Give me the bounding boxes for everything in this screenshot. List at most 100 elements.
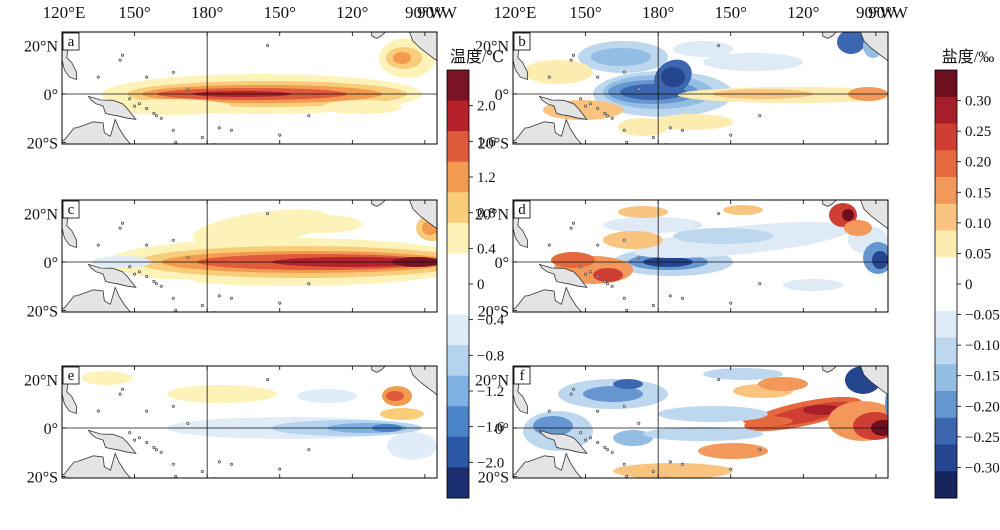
panel-frame <box>512 31 889 145</box>
island <box>547 409 551 413</box>
island <box>171 238 175 242</box>
island <box>622 128 626 132</box>
philippines-landmass <box>513 216 528 249</box>
colorbar-tick-label: −0.30 <box>965 460 1000 476</box>
island <box>174 140 178 144</box>
map-panel-e: e <box>61 365 438 479</box>
island <box>128 431 132 435</box>
colorbar-swatch <box>935 70 957 98</box>
colorbar-swatch <box>935 391 957 419</box>
new-guinea-landmass <box>538 429 588 454</box>
island <box>668 294 672 298</box>
anomaly-contour <box>603 217 703 233</box>
colorbar-tick-label: −0.15 <box>965 369 1000 385</box>
island <box>159 116 163 120</box>
colorbar-swatch <box>935 203 957 231</box>
panel-frame <box>512 365 889 479</box>
island <box>171 70 175 74</box>
island <box>651 136 655 140</box>
colorbar-tick-label: 0.15 <box>965 185 991 201</box>
lat-label: 20°N <box>475 39 509 56</box>
colorbar-tick-label: −1.6 <box>477 420 505 436</box>
colorbar-tick-label: 0.05 <box>965 246 991 262</box>
anomaly-contour <box>658 406 768 422</box>
island <box>680 128 684 132</box>
island <box>229 128 233 132</box>
island <box>120 387 124 391</box>
colorbar-swatch <box>935 96 957 124</box>
island <box>154 282 158 286</box>
island <box>266 378 270 382</box>
island <box>186 421 190 425</box>
anomaly-field <box>513 32 888 144</box>
lat-label: 20°S <box>27 303 58 320</box>
lat-label: 0° <box>495 255 509 272</box>
island <box>717 378 721 382</box>
anomaly-contour <box>603 231 663 249</box>
colorbar-tick-label: 1.2 <box>477 170 496 186</box>
anomaly-contour <box>673 228 773 244</box>
island <box>680 296 684 300</box>
colorbar-tick-label: −0.05 <box>965 308 1000 324</box>
colorbar-swatch <box>935 364 957 392</box>
lat-label: 0° <box>44 421 58 438</box>
island <box>588 436 592 440</box>
australia-landmass <box>62 452 132 478</box>
new-guinea-landmass <box>538 263 588 288</box>
north-america-landmass <box>371 366 437 396</box>
island <box>120 221 124 225</box>
new-guinea-landmass <box>87 429 137 454</box>
island <box>596 275 600 279</box>
panel-label-box <box>513 32 531 51</box>
island <box>96 409 100 413</box>
colorbar-tick-label: −0.10 <box>965 338 1000 354</box>
lat-label: 20°S <box>478 135 509 152</box>
colorbar-swatch <box>447 100 469 132</box>
island <box>145 441 149 445</box>
colorbar-tick-label: 0.8 <box>477 206 496 222</box>
island <box>584 438 588 442</box>
colorbar-swatch <box>447 467 469 499</box>
island <box>610 450 614 454</box>
island <box>152 279 156 283</box>
lon-label: 150° <box>715 3 747 22</box>
anomaly-contour <box>142 279 202 291</box>
map-panel-c: c <box>61 199 438 313</box>
colorbar-tick-label: −0.20 <box>965 399 1000 415</box>
lat-label: 0° <box>495 87 509 104</box>
island <box>680 462 684 466</box>
lat-label: 0° <box>495 421 509 438</box>
island <box>145 243 149 247</box>
island <box>118 392 122 396</box>
australia-landmass <box>513 452 583 478</box>
australia-landmass <box>513 286 583 312</box>
panel-label: f <box>520 368 525 384</box>
island <box>137 270 141 274</box>
lat-label: 20°S <box>27 469 58 486</box>
island <box>569 392 573 396</box>
island <box>603 445 607 449</box>
colorbar-swatch <box>447 406 469 438</box>
island <box>622 404 626 408</box>
philippines-landmass <box>513 382 528 415</box>
anomaly-contour <box>282 215 362 233</box>
panel-frame <box>61 199 438 313</box>
island <box>200 470 204 474</box>
island <box>584 272 588 276</box>
island <box>159 284 163 288</box>
island <box>133 438 137 442</box>
island <box>145 75 149 79</box>
philippines-landmass <box>62 382 77 415</box>
island <box>596 107 600 111</box>
anomaly-contour <box>551 252 595 268</box>
anomaly-contour <box>167 385 277 403</box>
colorbar-swatch <box>935 471 957 499</box>
island <box>596 75 600 79</box>
panel-frame <box>61 31 438 145</box>
colorbar-tick-label: 0.30 <box>965 94 991 110</box>
panel-label-box <box>62 200 80 219</box>
island <box>171 296 175 300</box>
colorbar-swatch <box>935 284 957 312</box>
anomaly-contour <box>844 220 872 236</box>
lat-label: 20°N <box>24 39 58 56</box>
